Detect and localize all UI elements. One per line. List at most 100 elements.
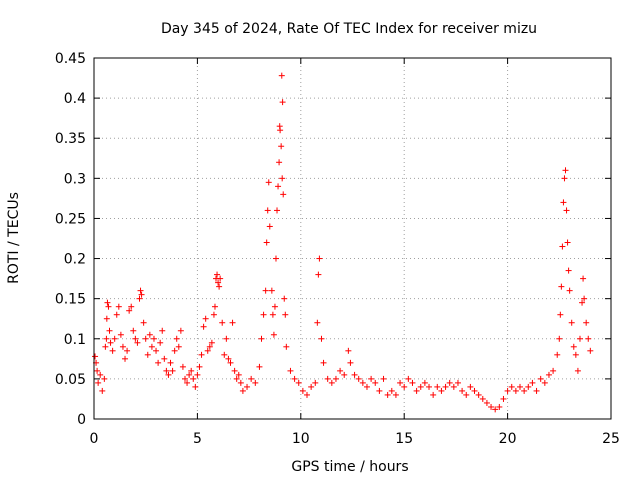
data-point [283, 343, 290, 350]
data-point [208, 339, 215, 346]
data-point [388, 387, 395, 394]
data-point [328, 379, 335, 386]
data-point [500, 395, 507, 402]
data-point [136, 295, 143, 302]
data-point [337, 367, 344, 374]
data-point [384, 391, 391, 398]
data-point [225, 355, 232, 362]
data-point [563, 207, 570, 214]
data-point [269, 311, 276, 318]
data-point [117, 331, 124, 338]
data-point [434, 383, 441, 390]
data-point [508, 383, 515, 390]
y-tick-label: 0.45 [55, 51, 86, 67]
data-point [475, 391, 482, 398]
data-point [244, 383, 251, 390]
data-point [583, 319, 590, 326]
data-point [426, 383, 433, 390]
data-point [318, 335, 325, 342]
data-point [512, 387, 519, 394]
x-axis-label: GPS time / hours [291, 459, 408, 475]
data-point [265, 179, 272, 186]
data-point [167, 359, 174, 366]
data-point [347, 359, 354, 366]
data-point [211, 303, 218, 310]
data-point [126, 307, 133, 314]
data-point [278, 143, 285, 150]
y-tick-label: 0.35 [55, 131, 86, 147]
data-point [137, 287, 144, 294]
data-point [161, 355, 168, 362]
data-point [299, 387, 306, 394]
data-point [219, 319, 226, 326]
data-point [107, 339, 114, 346]
data-point [103, 315, 110, 322]
y-tick-label: 0.05 [55, 372, 86, 388]
data-series [92, 72, 594, 413]
data-point [97, 371, 104, 378]
x-tick-label: 0 [90, 431, 99, 447]
data-point [315, 271, 322, 278]
data-point [128, 303, 135, 310]
data-point [397, 379, 404, 386]
data-point [104, 299, 111, 306]
data-point [341, 371, 348, 378]
data-point [392, 391, 399, 398]
data-point [492, 406, 499, 413]
data-point [159, 327, 166, 334]
data-point [94, 367, 101, 374]
data-point [260, 311, 267, 318]
data-point [554, 351, 561, 358]
data-point [146, 331, 153, 338]
data-point [324, 375, 331, 382]
data-point [235, 371, 242, 378]
data-point [556, 335, 563, 342]
data-point [132, 335, 139, 342]
data-point [479, 395, 486, 402]
data-point [140, 319, 147, 326]
data-point [204, 347, 211, 354]
data-point [102, 343, 109, 350]
data-point [345, 347, 352, 354]
data-point [467, 383, 474, 390]
data-point [105, 303, 112, 310]
plot-frame [93, 57, 612, 420]
data-point [192, 383, 199, 390]
data-point [198, 351, 205, 358]
axis-ticks: 0 0.05 0.1 0.15 0.2 0.25 0.3 0.35 0.4 0.45 0 5 10 15 2… [55, 51, 620, 447]
data-point [138, 291, 145, 298]
data-point [188, 367, 195, 374]
y-tick-label: 0.15 [55, 292, 86, 308]
data-point [409, 379, 416, 386]
data-point [580, 275, 587, 282]
data-point [233, 375, 240, 382]
data-point [216, 283, 223, 290]
data-point [579, 299, 586, 306]
data-point [177, 327, 184, 334]
data-point [210, 311, 217, 318]
data-point [279, 99, 286, 106]
data-point [109, 347, 116, 354]
data-point [99, 387, 106, 394]
data-point [169, 367, 176, 374]
data-point [276, 159, 283, 166]
data-point [421, 379, 428, 386]
data-point [417, 383, 424, 390]
x-tick-label: 20 [499, 431, 517, 447]
data-point [157, 339, 164, 346]
data-point [438, 387, 445, 394]
data-point [570, 343, 577, 350]
data-point [282, 311, 289, 318]
data-point [190, 375, 197, 382]
data-point [559, 243, 566, 250]
data-point [144, 351, 151, 358]
data-point [150, 335, 157, 342]
data-point [279, 175, 286, 182]
data-point [103, 335, 110, 342]
y-tick-label: 0.25 [55, 211, 86, 227]
data-point [173, 335, 180, 342]
chart-title: Day 345 of 2024, Rate Of TEC Index for r… [161, 21, 537, 37]
data-point [359, 379, 366, 386]
data-point [576, 335, 583, 342]
